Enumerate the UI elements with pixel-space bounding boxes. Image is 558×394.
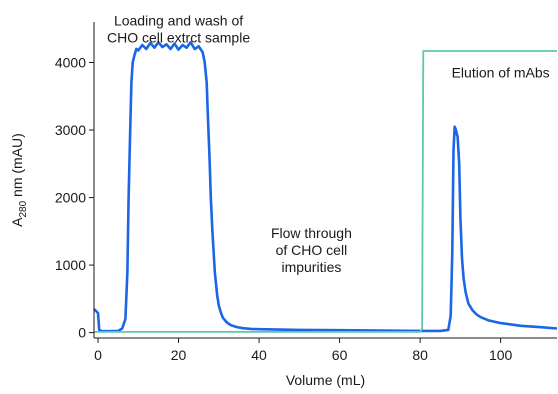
x-axis-label: Volume (mL) [286,372,365,388]
annotation-line: CHO cell extrct sample [107,29,250,45]
x-tick-label: 100 [489,347,513,363]
y-tick-label: 2000 [55,190,86,206]
annotation-line: Loading and wash of [114,12,243,28]
annotation-3: Elution of mAbs [452,64,550,80]
y-tick-label: 1000 [55,257,86,273]
y-axis-label-suffix: nm (mAU) [9,133,25,201]
annotation-2: Flow through of CHO cell impurities [271,225,352,275]
y-tick-label: 0 [78,325,86,341]
annotation-line: impurities [281,259,341,275]
annotation-layer: Loading and wash of CHO cell extrct sampl… [107,12,550,275]
x-tick-label: 60 [332,347,348,363]
x-tick-label: 20 [171,347,187,363]
y-axis-label-subscript: 280 [18,200,29,217]
annotation-1: Loading and wash of CHO cell extrct sampl… [107,12,250,45]
x-tick-label: 0 [94,347,102,363]
series-line-2 [94,50,557,333]
y-tick-label: 4000 [55,55,86,71]
x-tick-label: 80 [412,347,428,363]
series-layer [93,41,558,333]
series-line-1 [93,41,558,333]
annotation-line: of CHO cell [276,242,348,258]
annotation-line: Elution of mAbs [452,64,550,80]
annotation-line: Flow through [271,225,352,241]
x-tick-label: 40 [251,347,267,363]
axes-layer: 0 20 40 60 80 100 0 1000 2000 3000 4000 [55,22,557,363]
y-ticks: 0 1000 2000 3000 4000 [55,55,94,341]
y-tick-label: 3000 [55,122,86,138]
y-axis-label: A280 nm (mAU) [9,133,29,227]
y-axis-label-prefix: A [9,217,25,227]
x-ticks: 0 20 40 60 80 100 [94,338,513,363]
